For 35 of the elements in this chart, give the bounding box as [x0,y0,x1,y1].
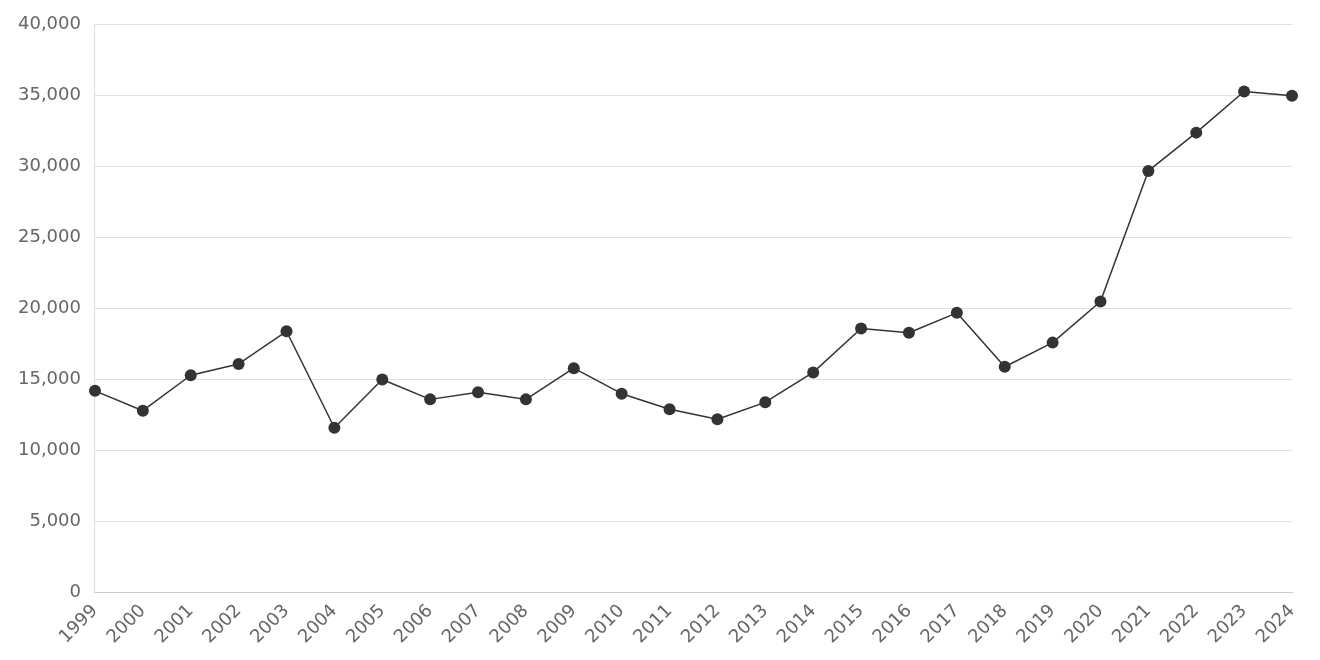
y-tick-label: 15,000 [18,367,81,389]
point [663,403,676,416]
point [136,404,149,417]
point [519,393,532,406]
point [1286,89,1298,102]
y-tick-label: 20,000 [18,296,81,318]
point [88,384,101,397]
point [759,396,772,409]
point [280,325,293,338]
point [711,413,724,426]
y-tick-label: 25,000 [18,225,81,247]
point [1046,336,1059,349]
point [1190,126,1203,139]
y-tick-label: 10,000 [18,438,81,460]
point [1142,164,1155,177]
point [232,357,245,370]
point [998,360,1011,373]
point [184,369,197,382]
point [807,366,820,379]
point [424,393,437,406]
y-tick-label: 0 [69,580,81,602]
point [376,373,389,386]
point [615,387,628,400]
point [472,386,485,399]
point [855,322,868,335]
point [567,362,580,375]
y-tick-label: 35,000 [18,83,81,105]
point [328,421,341,434]
point [1238,85,1251,98]
point [902,326,915,339]
y-tick-label: 30,000 [18,154,81,176]
point [950,306,963,319]
point [1094,295,1107,308]
y-tick-label: 5,000 [29,509,81,531]
y-tick-label: 40,000 [18,12,81,34]
